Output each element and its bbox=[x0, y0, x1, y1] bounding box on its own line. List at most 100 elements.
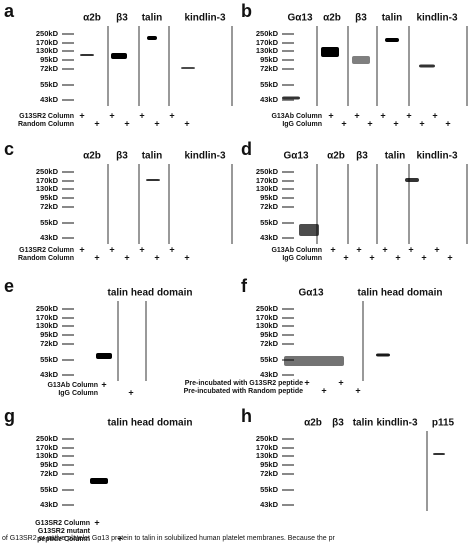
ladder-band bbox=[282, 99, 294, 101]
blot-band bbox=[90, 478, 108, 484]
blot-band bbox=[80, 54, 94, 56]
lane-header: talin bbox=[353, 418, 374, 429]
ladder-band bbox=[282, 68, 294, 70]
row-label: G13SR2 Column bbox=[19, 113, 74, 120]
ladder-band bbox=[282, 464, 294, 466]
ladder-band bbox=[62, 489, 74, 491]
plus-sign: + bbox=[154, 118, 159, 128]
ladder-label: 170kD bbox=[36, 38, 59, 47]
ladder-band bbox=[282, 447, 294, 449]
ladder-label: 43kD bbox=[260, 95, 279, 104]
ladder-label: 55kD bbox=[40, 355, 59, 364]
lane-header: kindlin-3 bbox=[416, 13, 458, 24]
ladder-label: 72kD bbox=[260, 339, 279, 348]
ladder-band bbox=[62, 84, 74, 86]
panel-letter: a bbox=[4, 1, 15, 21]
plus-sign: + bbox=[406, 110, 411, 120]
ladder-band bbox=[62, 334, 74, 336]
plus-sign: + bbox=[109, 110, 114, 120]
ladder-band bbox=[282, 42, 294, 44]
lane-header: α2b bbox=[304, 418, 322, 429]
ladder-label: 130kD bbox=[36, 321, 59, 330]
blot-band bbox=[352, 56, 370, 64]
ladder-band bbox=[62, 99, 74, 101]
ladder-band bbox=[62, 308, 74, 310]
ladder-label: 250kD bbox=[256, 304, 279, 313]
ladder-label: 95kD bbox=[40, 55, 59, 64]
ladder-band bbox=[282, 188, 294, 190]
lane-header: β3 bbox=[332, 418, 344, 429]
panel-letter: e bbox=[4, 276, 14, 296]
panel-letter: g bbox=[4, 406, 15, 426]
plus-sign: + bbox=[321, 385, 326, 395]
ladder-label: 250kD bbox=[256, 167, 279, 176]
plus-sign: + bbox=[393, 118, 398, 128]
plus-sign: + bbox=[343, 252, 348, 262]
ladder-label: 43kD bbox=[40, 370, 59, 379]
ladder-band bbox=[282, 171, 294, 173]
ladder-label: 72kD bbox=[260, 64, 279, 73]
lane-header: talin bbox=[385, 151, 406, 162]
ladder-label: 170kD bbox=[36, 443, 59, 452]
ladder-band bbox=[282, 374, 294, 376]
ladder-band bbox=[62, 343, 74, 345]
row-label: IgG Column bbox=[58, 390, 98, 397]
plus-sign: + bbox=[101, 379, 106, 389]
ladder-label: 72kD bbox=[40, 339, 59, 348]
plus-sign: + bbox=[169, 244, 174, 254]
ladder-label: 130kD bbox=[36, 451, 59, 460]
ladder-band bbox=[282, 33, 294, 35]
row-label: Random Column bbox=[18, 255, 74, 262]
ladder-band bbox=[282, 317, 294, 319]
row-label: G13SR2 Column bbox=[19, 247, 74, 254]
ladder-band bbox=[282, 455, 294, 457]
row-label: IgG Column bbox=[282, 121, 322, 128]
plus-sign: + bbox=[395, 252, 400, 262]
ladder-band bbox=[62, 197, 74, 199]
ladder-label: 72kD bbox=[40, 202, 59, 211]
blot-band bbox=[181, 67, 195, 69]
lane-header: α2b bbox=[83, 151, 101, 162]
ladder-label: 130kD bbox=[256, 184, 279, 193]
ladder-label: 55kD bbox=[260, 485, 279, 494]
plus-sign: + bbox=[356, 244, 361, 254]
panel-letter: b bbox=[241, 1, 252, 21]
ladder-band bbox=[282, 180, 294, 182]
row-label: G13SR2 Column bbox=[35, 520, 90, 527]
blot-band bbox=[284, 356, 344, 366]
ladder-label: 95kD bbox=[40, 460, 59, 469]
blot-band bbox=[405, 178, 419, 182]
row-label: G13SR2 mutant bbox=[38, 528, 91, 535]
plus-sign: + bbox=[94, 118, 99, 128]
caption: of G13SR2 or native platelet Gα13 protei… bbox=[2, 535, 336, 542]
ladder-band bbox=[62, 206, 74, 208]
lane-header: talin bbox=[382, 13, 403, 24]
plus-sign: + bbox=[369, 252, 374, 262]
ladder-band bbox=[282, 489, 294, 491]
ladder-label: 130kD bbox=[256, 46, 279, 55]
plus-sign: + bbox=[355, 385, 360, 395]
ladder-band bbox=[62, 374, 74, 376]
plus-sign: + bbox=[79, 110, 84, 120]
plus-sign: + bbox=[419, 118, 424, 128]
ladder-label: 170kD bbox=[256, 176, 279, 185]
ladder-band bbox=[62, 237, 74, 239]
ladder-label: 170kD bbox=[256, 443, 279, 452]
ladder-band bbox=[282, 473, 294, 475]
blot-band bbox=[96, 353, 112, 359]
lane-header: β3 bbox=[356, 151, 368, 162]
ladder-band bbox=[62, 188, 74, 190]
ladder-band bbox=[62, 359, 74, 361]
plus-sign: + bbox=[341, 118, 346, 128]
ladder-label: 55kD bbox=[260, 355, 279, 364]
row-label: Pre-incubated with G13SR2 peptide bbox=[185, 380, 303, 387]
ladder-band bbox=[62, 325, 74, 327]
ladder-label: 130kD bbox=[256, 321, 279, 330]
ladder-band bbox=[62, 473, 74, 475]
lane-header: α2b bbox=[327, 151, 345, 162]
plus-sign: + bbox=[380, 110, 385, 120]
ladder-label: 130kD bbox=[36, 46, 59, 55]
ladder-band bbox=[62, 504, 74, 506]
row-label: G13Ab Column bbox=[271, 113, 322, 120]
